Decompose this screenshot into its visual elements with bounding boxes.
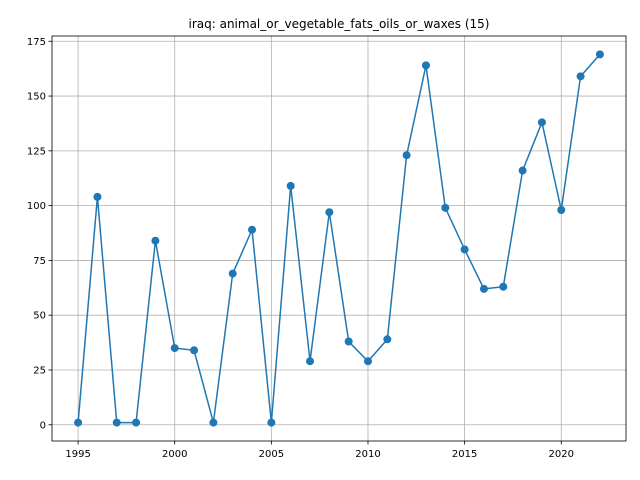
marker: [286, 181, 295, 190]
marker: [576, 72, 585, 81]
marker: [267, 418, 276, 427]
marker: [537, 118, 546, 127]
marker: [499, 282, 508, 291]
marker: [595, 50, 604, 59]
x-tick-label: 2000: [162, 449, 187, 460]
plot-frame: [51, 35, 627, 442]
marker: [151, 236, 160, 245]
x-tick-label: 2010: [355, 449, 380, 460]
x-tick-label: 2020: [549, 449, 574, 460]
marker: [557, 206, 566, 215]
y-tick-label: 25: [33, 365, 46, 376]
x-tick-label: 2015: [452, 449, 477, 460]
marker: [93, 192, 102, 201]
marker: [190, 346, 199, 355]
marker: [325, 208, 334, 217]
marker: [421, 61, 430, 70]
y-tick-label: 125: [27, 146, 46, 157]
x-tick-label: 1995: [65, 449, 90, 460]
marker: [402, 151, 411, 160]
y-tick-label: 0: [40, 420, 46, 431]
marker: [170, 344, 179, 353]
chart-title: iraq: animal_or_vegetable_fats_oils_or_w…: [189, 17, 490, 31]
marker: [306, 357, 315, 366]
y-tick-label: 100: [27, 201, 46, 212]
line: [77, 53, 601, 424]
marker: [441, 203, 450, 212]
marker: [479, 284, 488, 293]
y-tick-label: 50: [33, 311, 46, 322]
marker: [248, 225, 257, 234]
y-tick-label: 150: [27, 92, 46, 103]
marker: [209, 418, 218, 427]
y-tick-label: 75: [33, 256, 46, 267]
marker: [228, 269, 237, 278]
marker: [383, 335, 392, 344]
marker: [132, 418, 141, 427]
marker: [74, 418, 83, 427]
marker: [112, 418, 121, 427]
y-tick-label: 175: [27, 37, 46, 48]
marker: [344, 337, 353, 346]
marker: [518, 166, 527, 175]
marker: [460, 245, 469, 254]
x-tick-label: 2005: [259, 449, 284, 460]
marker: [363, 357, 372, 366]
